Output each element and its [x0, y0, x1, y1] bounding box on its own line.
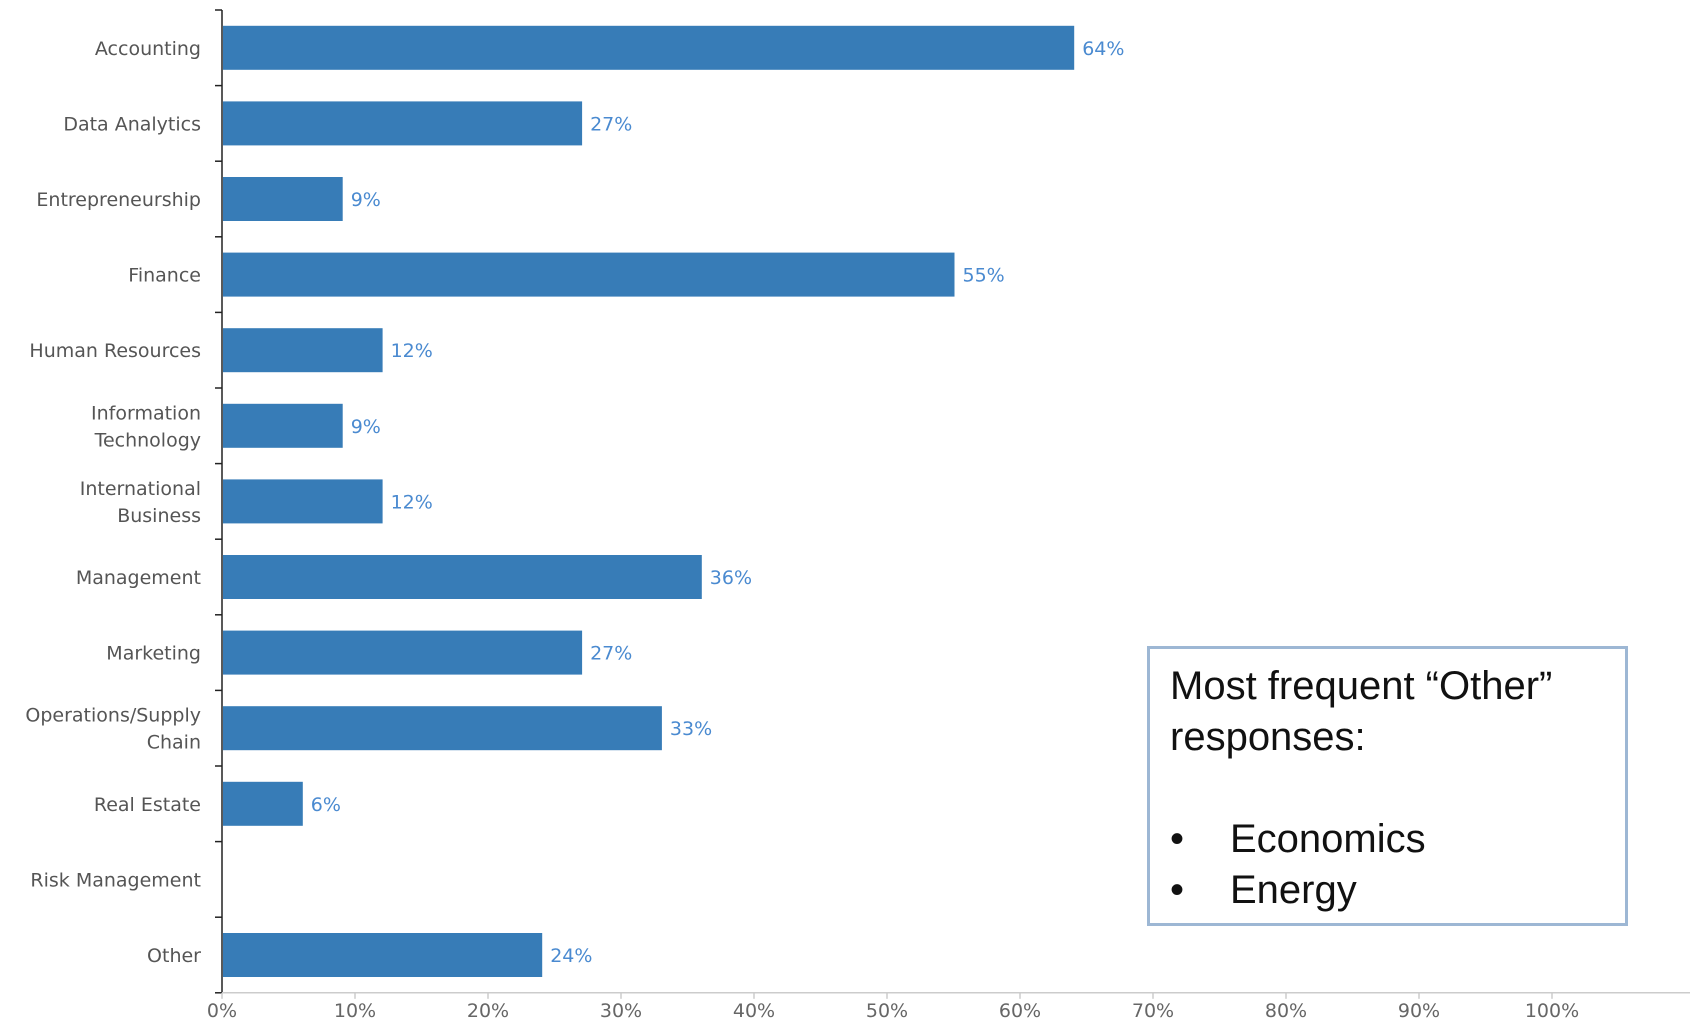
bar — [223, 252, 955, 297]
x-tick-label: 80% — [1265, 1000, 1307, 1022]
note-item: • Energy — [1170, 865, 1605, 916]
data-label: 12% — [391, 491, 433, 513]
note-title: Most frequent “Other” responses: — [1170, 664, 1553, 759]
category-label: Real Estate — [94, 794, 201, 816]
category-label-line: Accounting — [95, 38, 201, 60]
bar — [223, 555, 702, 599]
data-label: 12% — [391, 340, 433, 362]
x-tick-label: 50% — [866, 1000, 908, 1022]
category-label: Data Analytics — [63, 113, 201, 135]
bar — [223, 403, 343, 448]
data-label: 6% — [311, 794, 341, 816]
category-label-line: Other — [147, 945, 201, 967]
category-label-line: Real Estate — [94, 794, 201, 816]
bar — [223, 328, 383, 373]
x-tick-label: 70% — [1132, 1000, 1174, 1022]
note-item: • Economics — [1170, 814, 1605, 865]
bar — [223, 177, 343, 221]
bar — [223, 781, 303, 826]
category-label: Management — [76, 567, 201, 589]
x-tick-label: 60% — [999, 1000, 1041, 1022]
category-label-line: Entrepreneurship — [36, 189, 201, 211]
bar — [223, 933, 543, 977]
bar — [223, 101, 583, 146]
category-label: Accounting — [95, 38, 201, 60]
category-label: Information Technology — [91, 402, 201, 451]
x-tick-label: 0% — [207, 1000, 237, 1022]
category-label: Entrepreneurship — [36, 189, 201, 211]
category-label: Risk Management — [30, 869, 201, 891]
category-label: Other — [147, 945, 201, 967]
other-responses-note: Most frequent “Other” responses: • Econom… — [1147, 646, 1628, 926]
category-label-line: Marketing — [106, 643, 201, 665]
x-tick-label: 90% — [1398, 1000, 1440, 1022]
category-label-line: Management — [76, 567, 201, 589]
data-label: 9% — [351, 416, 381, 438]
category-label: Finance — [128, 265, 201, 287]
category-label-line: Operations/Supply — [25, 705, 201, 727]
category-label-line: Data Analytics — [63, 113, 201, 135]
bullet-icon: • — [1170, 817, 1185, 861]
category-label: Human Resources — [29, 340, 201, 362]
category-label-line: Finance — [128, 265, 201, 287]
category-label-line: Human Resources — [29, 340, 201, 362]
category-label: International Business — [80, 478, 201, 527]
bullet-icon: • — [1170, 868, 1185, 912]
x-tick-label: 40% — [733, 1000, 775, 1022]
bar — [223, 479, 383, 524]
data-label: 27% — [590, 643, 632, 665]
data-label: 64% — [1082, 38, 1124, 60]
category-label-line: Information — [91, 402, 201, 424]
category-label-line: Business — [117, 505, 201, 527]
category-label-line: International — [80, 478, 201, 500]
category-label-line: Risk Management — [30, 869, 201, 891]
x-tick-label: 10% — [334, 1000, 376, 1022]
x-tick-label: 100% — [1525, 1000, 1579, 1022]
note-item-text: Economics — [1230, 817, 1426, 861]
bar — [223, 25, 1075, 70]
data-label: 27% — [590, 113, 632, 135]
data-label: 24% — [550, 945, 592, 967]
data-label: 55% — [963, 265, 1005, 287]
bar — [223, 630, 583, 675]
bar — [223, 706, 662, 751]
data-label: 9% — [351, 189, 381, 211]
category-label-line: Chain — [147, 732, 201, 754]
data-label: 33% — [670, 718, 712, 740]
category-label: Operations/Supply Chain — [25, 705, 201, 754]
note-list: • Economics • Energy — [1170, 814, 1605, 916]
category-label-line: Technology — [94, 429, 201, 451]
data-label: 36% — [710, 567, 752, 589]
category-label: Marketing — [106, 643, 201, 665]
x-tick-label: 20% — [467, 1000, 509, 1022]
x-tick-label: 30% — [600, 1000, 642, 1022]
note-item-text: Energy — [1230, 868, 1357, 912]
